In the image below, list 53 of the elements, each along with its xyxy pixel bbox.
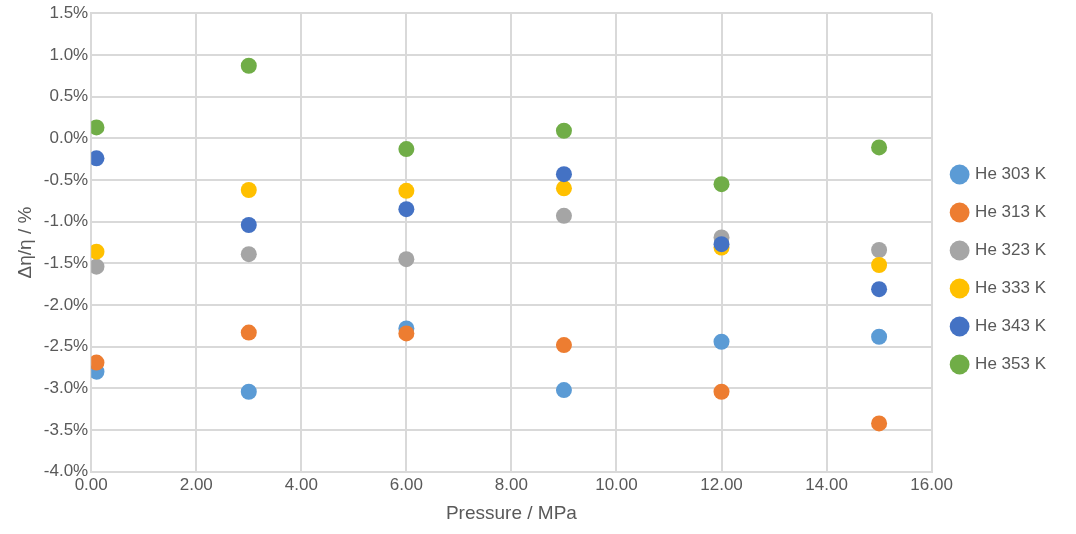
legend-label: He 343 K xyxy=(975,316,1047,336)
x-tick-label: 10.00 xyxy=(595,474,638,494)
point xyxy=(398,182,415,199)
point xyxy=(555,337,572,354)
y-tick-label: -1.0% xyxy=(43,211,89,231)
point xyxy=(713,333,730,350)
y-axis-title: Δη/η / % xyxy=(13,206,35,279)
y-tick-label: -3.0% xyxy=(43,378,89,398)
y-tick-label: 1.5% xyxy=(49,2,89,22)
legend-label: He 313 K xyxy=(975,202,1047,222)
point xyxy=(555,122,572,139)
point xyxy=(713,383,730,400)
y-tick-label: -2.5% xyxy=(43,336,89,356)
y-tick-label: 0.0% xyxy=(49,127,89,147)
x-tick-label: 16.00 xyxy=(910,474,953,494)
point xyxy=(240,383,257,400)
y-tick-label: -2.0% xyxy=(43,294,89,314)
x-tick-label: 6.00 xyxy=(389,474,423,494)
point xyxy=(871,257,888,274)
legend-label: He 303 K xyxy=(975,164,1047,184)
point xyxy=(555,180,572,197)
point xyxy=(713,176,730,193)
y-tick-label: -3.5% xyxy=(43,419,89,439)
x-tick-label: 12.00 xyxy=(700,474,743,494)
y-tick-label: 0.5% xyxy=(49,86,89,106)
legend-label: He 333 K xyxy=(975,278,1047,298)
y-tick-label: 1.0% xyxy=(49,44,89,64)
point xyxy=(398,325,415,342)
point xyxy=(871,139,888,156)
point xyxy=(871,281,888,298)
x-tick-label: 8.00 xyxy=(494,474,528,494)
y-tick-label: -1.5% xyxy=(43,253,89,273)
legend-label: He 353 K xyxy=(975,354,1047,374)
point xyxy=(240,57,257,74)
point xyxy=(240,216,257,233)
x-tick-label: 2.00 xyxy=(179,474,213,494)
point xyxy=(240,324,257,341)
point xyxy=(871,328,888,345)
y-tick-label: -0.5% xyxy=(43,169,89,189)
x-tick-label: 4.00 xyxy=(284,474,318,494)
point xyxy=(871,415,888,432)
point xyxy=(398,251,415,268)
point xyxy=(555,382,572,399)
point xyxy=(240,246,257,263)
point xyxy=(398,201,415,218)
point xyxy=(398,141,415,158)
point xyxy=(240,181,257,198)
point xyxy=(871,242,888,258)
x-tick-label: 14.00 xyxy=(805,474,848,494)
x-axis-title: Pressure / MPa xyxy=(445,501,578,523)
point xyxy=(555,166,572,183)
point xyxy=(555,207,572,224)
legend-label: He 323 K xyxy=(975,240,1047,260)
